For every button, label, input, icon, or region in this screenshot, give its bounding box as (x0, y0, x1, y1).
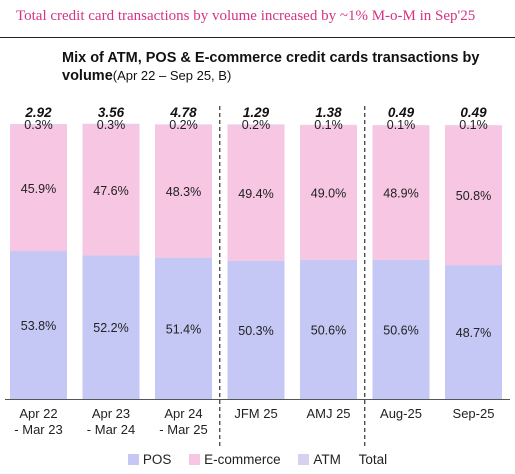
data-label-ecommerce: 48.9% (383, 187, 418, 201)
data-label-ecommerce: 50.8% (456, 189, 491, 203)
total-label: 1.38 (315, 105, 342, 120)
data-label-pos: 50.6% (383, 323, 418, 337)
bar-pos (82, 255, 140, 399)
total-label: 3.56 (98, 105, 125, 120)
bar-pos (372, 259, 430, 399)
x-tick-label: - Mar 23 (14, 422, 62, 437)
chart-title: Mix of ATM, POS & E-commerce credit card… (62, 49, 502, 85)
legend-item-atm: ATM (298, 452, 341, 467)
data-label-atm: 0.1% (387, 118, 416, 132)
data-label-atm: 0.3% (24, 118, 53, 132)
total-label: 4.78 (169, 105, 197, 120)
bar-ecommerce (227, 124, 285, 261)
legend-swatch-atm (298, 454, 310, 465)
data-label-pos: 53.8% (21, 319, 56, 333)
x-tick-label: - Mar 25 (159, 422, 207, 437)
bar-pos (227, 260, 285, 399)
bar-atm (82, 123, 140, 125)
bar-atm (155, 124, 212, 125)
data-label-pos: 52.2% (93, 321, 128, 335)
data-label-atm: 0.1% (459, 118, 488, 132)
data-label-atm: 0.3% (97, 118, 126, 132)
total-label: 2.92 (24, 105, 52, 120)
bar-ecommerce (155, 124, 212, 258)
data-label-pos: 50.6% (311, 323, 346, 337)
legend-item-ecommerce: E-commerce (189, 452, 281, 467)
bar-pos (300, 259, 357, 399)
data-label-pos: 51.4% (166, 322, 201, 336)
x-tick-label: Apr 23 (92, 406, 130, 421)
data-label-ecommerce: 49.0% (311, 186, 346, 200)
data-label-atm: 0.2% (169, 118, 198, 132)
chart-title-text: Mix of ATM, POS & E-commerce credit card… (62, 50, 480, 84)
total-label: 0.49 (388, 105, 415, 120)
legend-item-pos: POS (127, 452, 172, 467)
bar-atm (227, 124, 285, 125)
data-label-ecommerce: 45.9% (21, 182, 56, 196)
x-tick-label: Apr 24 (164, 406, 202, 421)
bar-pos (445, 265, 502, 399)
total-label: 1.29 (243, 105, 270, 120)
bar-atm (10, 124, 67, 125)
headline: Total credit card transactions by volume… (16, 8, 476, 24)
chart-subtitle: (Apr 22 – Sep 25, B) (112, 68, 232, 83)
bar-ecommerce (372, 125, 430, 260)
data-label-pos: 50.3% (238, 324, 273, 338)
data-label-pos: 48.7% (456, 326, 491, 340)
data-label-atm: 0.2% (242, 118, 271, 132)
legend-item-total: Total (359, 452, 388, 467)
bar-pos (155, 257, 212, 399)
legend-swatch-ecommerce (189, 454, 201, 465)
legend-label-pos: POS (142, 452, 172, 467)
legend-label-ecommerce: E-commerce (204, 452, 281, 467)
x-tick-label: JFM 25 (234, 406, 277, 421)
legend-swatch-pos (127, 454, 139, 465)
bar-ecommerce (82, 124, 140, 256)
data-label-ecommerce: 49.4% (238, 187, 273, 201)
header-divider (0, 37, 515, 38)
x-tick-label: Sep-25 (453, 406, 495, 421)
legend-label-total: Total (358, 452, 388, 467)
x-tick-label: AMJ 25 (306, 406, 350, 421)
bar-ecommerce (10, 124, 67, 252)
legend-label-atm: ATM (313, 452, 341, 467)
bar-ecommerce (300, 125, 357, 260)
bar-pos (10, 251, 67, 399)
data-label-ecommerce: 48.3% (166, 185, 201, 199)
x-tick-label: Aug-25 (380, 406, 422, 421)
bar-ecommerce (445, 125, 502, 266)
x-tick-label: - Mar 24 (87, 422, 135, 437)
data-label-atm: 0.1% (314, 118, 343, 132)
x-tick-label: Apr 22 (19, 406, 57, 421)
data-label-ecommerce: 47.6% (93, 184, 128, 198)
total-label: 0.49 (460, 105, 487, 120)
legend: POS E-commerce ATM Total (0, 452, 515, 467)
